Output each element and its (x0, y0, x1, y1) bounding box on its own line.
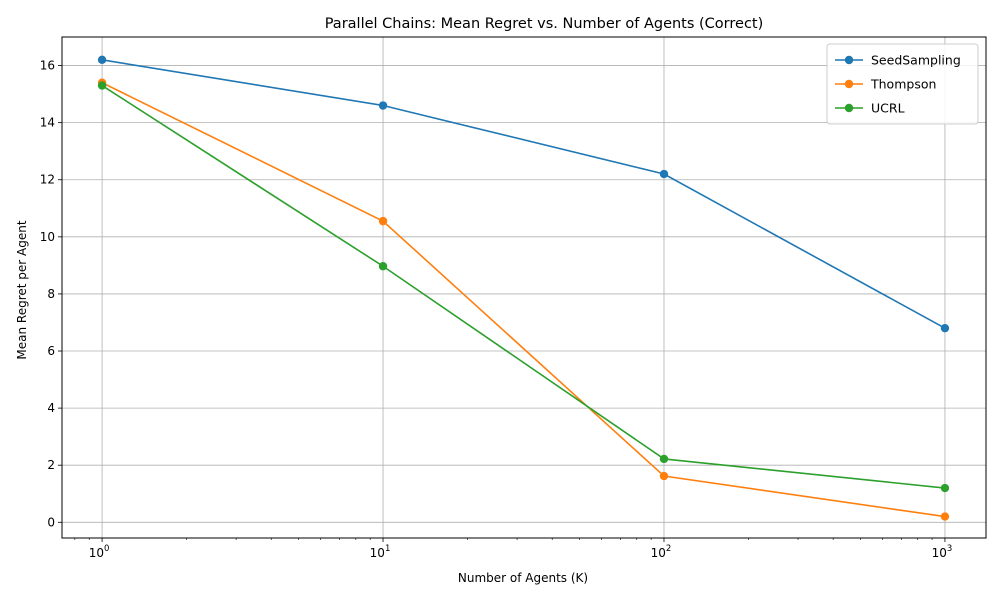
legend-item: UCRL (835, 101, 905, 116)
legend-item: SeedSampling (835, 53, 961, 68)
legend-label: UCRL (871, 101, 905, 116)
data-point (378, 262, 388, 271)
y-tick-label: 16 (40, 59, 55, 73)
data-point (378, 216, 388, 226)
data-point (378, 101, 388, 110)
y-tick-label: 4 (47, 401, 55, 415)
legend-item: Thompson (835, 77, 936, 92)
x-tick-label: 100 (89, 544, 110, 560)
legend: SeedSampling Thompson UCRL (826, 43, 979, 125)
series-ucrl (97, 81, 950, 493)
data-point (97, 81, 107, 90)
series-layer (97, 55, 950, 521)
series-line (101, 84, 946, 489)
y-tick-label: 12 (40, 173, 55, 187)
y-tick-label: 10 (40, 230, 55, 244)
data-point (940, 483, 950, 493)
y-tick-label: 8 (47, 287, 55, 301)
data-point (659, 454, 669, 464)
x-tick-label: 103 (932, 544, 953, 560)
data-point (940, 512, 950, 521)
x-tick-label: 101 (370, 544, 391, 560)
data-point (940, 323, 950, 333)
plot-frame (61, 36, 987, 539)
y-tick-label: 14 (40, 116, 55, 130)
legend-swatch-marker (844, 103, 854, 113)
data-point (97, 55, 107, 65)
series-thompson (97, 78, 950, 521)
data-point (659, 169, 669, 179)
y-tick-label: 6 (47, 344, 55, 358)
legend-label: Thompson (870, 77, 936, 92)
x-axis-label: Number of Agents (K) (458, 571, 588, 585)
x-tick-label: 102 (651, 544, 672, 560)
series-line (101, 81, 946, 518)
legend-box (826, 43, 979, 125)
y-tick-label: 2 (47, 458, 55, 472)
grid (62, 37, 986, 538)
legend-label: SeedSampling (871, 53, 961, 68)
series-line (101, 59, 946, 329)
legend-swatch-marker (844, 55, 854, 65)
series-seedsampling (97, 55, 950, 333)
data-point (659, 471, 669, 481)
y-axis-label: Mean Regret per Agent (15, 220, 29, 359)
legend-swatch-marker (844, 79, 854, 89)
chart-title: Parallel Chains: Mean Regret vs. Number … (325, 16, 764, 32)
y-tick-label: 0 (47, 515, 55, 529)
